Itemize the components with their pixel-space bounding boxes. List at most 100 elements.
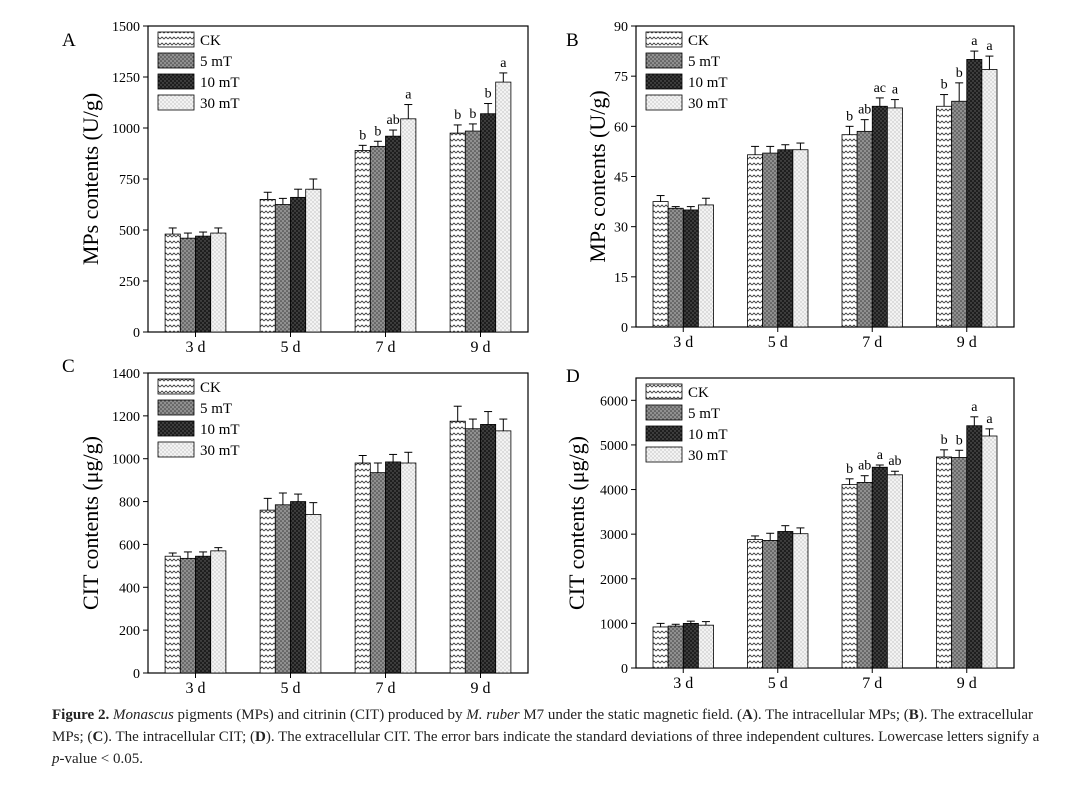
bar-ck — [652, 626, 669, 669]
x-tick-label: 9 d — [471, 680, 491, 697]
caption-text-2: M7 under the static magnetic field. ( — [519, 707, 743, 723]
x-tick-label: 5 d — [768, 675, 788, 692]
legend-swatch — [645, 73, 683, 90]
legend-label: 30 mT — [200, 96, 240, 112]
bar-30mt — [495, 81, 512, 333]
caption-species: M. ruber — [466, 707, 520, 723]
caption-text-3: ). The intracellular MPs; ( — [752, 707, 909, 723]
bar-ck — [652, 201, 669, 328]
bar-30mt — [210, 550, 227, 674]
bar-10mt — [385, 135, 402, 333]
bar-10mt — [290, 501, 307, 674]
x-tick-label: 9 d — [957, 334, 977, 351]
x-tick-label: 5 d — [281, 339, 301, 356]
significance-letter: b — [956, 66, 963, 81]
bar-ck — [354, 150, 371, 333]
x-tick-label: 3 d — [673, 675, 693, 692]
y-tick-label: 90 — [614, 20, 628, 35]
plot-frame — [635, 377, 1015, 669]
bar-ck — [747, 539, 764, 669]
bar-5mt — [951, 457, 968, 669]
bar-10mt — [195, 555, 212, 674]
caption-text-4: ). The extracellular MPs; ( — [52, 707, 1034, 745]
legend-label: 5 mT — [688, 406, 720, 422]
x-tick-label: 3 d — [186, 339, 206, 356]
significance-letter: b — [956, 433, 963, 448]
legend-label: 10 mT — [200, 75, 240, 91]
legend-label: CK — [200, 380, 221, 396]
x-tick-label: 5 d — [768, 334, 788, 351]
chart-panel-d: 0 1000 2000 3000 4000 5000 6000 CIT contents (μ… — [564, 366, 1015, 692]
significance-letter: a — [877, 448, 884, 463]
legend-label: 30 mT — [200, 443, 240, 459]
y-tick-label: 60 — [614, 120, 628, 135]
bar-ck — [936, 105, 953, 328]
bar-5mt — [464, 130, 481, 333]
bar-30mt — [697, 204, 714, 328]
y-axis-label: MPs contents (U/g) — [585, 90, 610, 262]
bar-ck — [936, 456, 953, 669]
bar-5mt — [856, 481, 873, 669]
bar-30mt — [400, 118, 417, 333]
bar-5mt — [179, 557, 196, 674]
bar-5mt — [667, 625, 684, 669]
legend-label: CK — [688, 385, 709, 401]
significance-letter: b — [941, 433, 948, 448]
x-tick-label: 7 d — [376, 339, 396, 356]
legend-swatch — [157, 52, 195, 69]
y-tick-label: 0 — [133, 326, 140, 341]
bar-10mt — [966, 59, 983, 328]
legend-label: 30 mT — [688, 96, 728, 112]
bar-30mt — [305, 188, 322, 333]
significance-letter: a — [971, 34, 978, 49]
bar-5mt — [951, 100, 968, 328]
caption-label-a: A — [742, 707, 753, 723]
bar-5mt — [369, 472, 386, 674]
significance-letter: b — [941, 78, 948, 93]
panel-label: B — [566, 30, 579, 51]
legend-swatch — [157, 441, 195, 458]
x-tick-label: 3 d — [186, 680, 206, 697]
bar-30mt — [400, 462, 417, 674]
chart-panel-b: 0 15 30 45 60 75 90 MPs contents (U/g) B 3 d 5 d 7 … — [566, 20, 1015, 351]
legend-label: 10 mT — [688, 75, 728, 91]
significance-letter: b — [469, 107, 476, 122]
bar-5mt — [856, 130, 873, 328]
bar-30mt — [495, 430, 512, 674]
x-tick-label: 3 d — [673, 334, 693, 351]
x-tick-label: 9 d — [957, 675, 977, 692]
bar-30mt — [792, 533, 809, 669]
figure-caption: Figure 2. Monascus pigments (MPs) and ci… — [52, 704, 1052, 770]
bar-10mt — [777, 149, 794, 328]
caption-label-d: D — [255, 729, 266, 745]
y-tick-label: 45 — [614, 171, 628, 186]
x-tick-label: 7 d — [376, 680, 396, 697]
significance-letter: ac — [874, 81, 886, 96]
y-tick-label: 1400 — [112, 367, 140, 382]
legend-label: 5 mT — [688, 54, 720, 70]
caption-genus: Monascus — [112, 707, 174, 723]
y-tick-label: 1200 — [112, 410, 140, 425]
bar-ck — [841, 134, 858, 328]
significance-letter: b — [846, 109, 853, 124]
y-tick-label: 1000 — [112, 122, 140, 137]
y-tick-label: 15 — [614, 271, 628, 286]
legend-swatch — [157, 378, 195, 395]
y-tick-label: 600 — [119, 538, 140, 553]
bar-10mt — [871, 105, 888, 328]
y-tick-label: 30 — [614, 221, 628, 236]
significance-letter: a — [971, 400, 978, 415]
legend-swatch — [157, 31, 195, 48]
bar-10mt — [290, 196, 307, 333]
significance-letter: ab — [888, 454, 901, 469]
bar-10mt — [966, 425, 983, 669]
bar-ck — [164, 233, 181, 333]
y-tick-label: 1500 — [112, 20, 140, 35]
caption-text-7: -value < 0.05. — [59, 751, 143, 767]
caption-label-b: B — [908, 707, 919, 723]
significance-letter: b — [485, 87, 492, 102]
legend-swatch — [645, 52, 683, 69]
caption-figure-label: Figure 2. — [52, 707, 110, 723]
bar-5mt — [667, 207, 684, 328]
